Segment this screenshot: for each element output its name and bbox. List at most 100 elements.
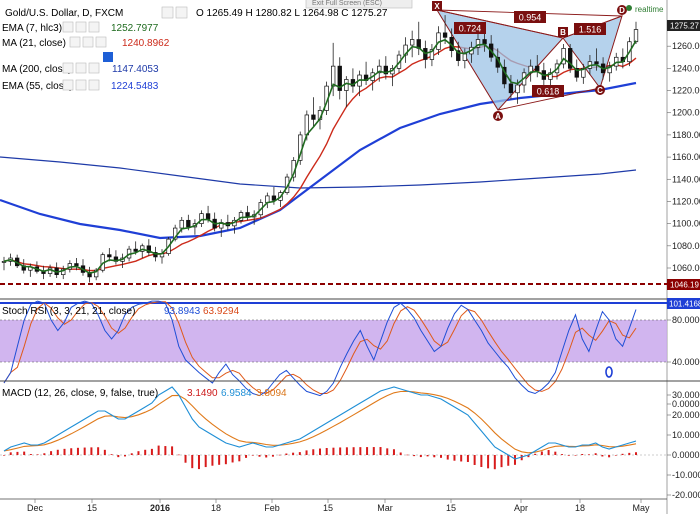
macd-hist-bar	[224, 455, 227, 465]
time-tick-label[interactable]: Apr	[514, 503, 528, 513]
macd-hist-bar	[379, 447, 382, 455]
harmonic-ratio-label: 1.516	[579, 25, 602, 35]
macd-hist-bar	[614, 455, 617, 456]
macd-hist-bar	[191, 455, 194, 469]
macd-hist-bar	[63, 448, 66, 455]
macd-lines	[3, 386, 637, 460]
candle-body	[442, 32, 448, 38]
support-price-tag-text: 1046.19	[670, 281, 699, 290]
harmonic-xb-line	[436, 9, 564, 39]
macd-hist-bar	[547, 450, 550, 455]
legend-remove-button[interactable]	[88, 62, 100, 74]
legend-eye-button[interactable]	[62, 79, 74, 91]
legend-settings-button[interactable]	[75, 62, 87, 74]
macd-tick-label: 30.0000	[672, 390, 700, 400]
price-scale[interactable]	[667, 0, 700, 514]
exit-fullscreen-text[interactable]: Exit Full Screen (ESC)	[312, 0, 382, 7]
macd-hist-bar	[124, 455, 127, 457]
macd-hist-bar	[561, 454, 564, 455]
legend-settings-button[interactable]	[75, 21, 87, 33]
time-tick-label[interactable]: Mar	[377, 503, 393, 513]
candle-body	[515, 84, 520, 94]
time-tick-label[interactable]: Feb	[264, 503, 280, 513]
header-btn-1[interactable]	[161, 6, 174, 19]
legend-value: 1224.5483	[111, 81, 159, 92]
header-btn-2[interactable]	[175, 6, 188, 19]
macd-pane	[0, 386, 667, 470]
realtime-dot	[626, 5, 632, 11]
candle-body	[633, 29, 639, 43]
support-price-tag	[667, 279, 700, 290]
macd-hist-bar	[493, 455, 496, 470]
rsi-lines	[3, 300, 637, 397]
macd-hist-bar	[487, 455, 490, 469]
legend-eye-button[interactable]	[62, 21, 74, 33]
time-tick-label[interactable]: 18	[211, 503, 221, 513]
macd-hist-bar	[332, 447, 335, 455]
candle-body	[508, 83, 514, 94]
time-tick-label[interactable]: 15	[87, 503, 97, 513]
rsi-label[interactable]: Stoch RSI (3, 3, 21, 21, close)	[2, 306, 135, 317]
harmonic-ratio-label: 0.724	[459, 24, 482, 34]
exit-fullscreen-bar[interactable]	[305, 0, 413, 9]
macd-hist-bar	[29, 454, 32, 455]
macd-hist-bar	[601, 455, 604, 457]
macd-hist-bar	[150, 448, 153, 455]
legend-remove-button[interactable]	[88, 21, 100, 33]
price-tick-label: 1060.0000	[672, 263, 700, 273]
time-tick-label[interactable]: 2016	[150, 503, 170, 513]
macd-hist-bar	[278, 454, 281, 456]
rsi-axis: 80.0000 40.0000 0.0000	[667, 315, 700, 409]
macd-hist-bar	[298, 452, 301, 455]
legend-settings-button[interactable]	[75, 79, 87, 91]
macd-hist-bar	[513, 455, 516, 465]
chart-settings-icon[interactable]	[103, 52, 113, 62]
harmonic-labels: X A B C D 0.954 0.724 1.516 0.618	[432, 1, 627, 121]
legend-label[interactable]: MA (21, close)	[2, 38, 66, 49]
macd-hist-bar	[265, 455, 268, 458]
macd-hist-bar	[446, 455, 449, 460]
current-price-tag-text: 1275.27	[670, 22, 699, 31]
harmonic-ratio-box	[574, 23, 606, 35]
time-tick-label[interactable]: Dec	[27, 503, 44, 513]
legend-remove-button[interactable]	[88, 79, 100, 91]
macd-hist-bar	[345, 447, 348, 455]
time-tick-label[interactable]: 15	[323, 503, 333, 513]
legend-settings-button[interactable]	[82, 36, 94, 48]
macd-hist-bar	[466, 455, 469, 462]
legend-label[interactable]: EMA (7, hlc3)	[2, 23, 62, 34]
rsi-k-line	[3, 300, 637, 397]
price-tick-label: 1240.0000	[672, 63, 700, 73]
macd-line	[3, 386, 637, 460]
rsi-tick-label: 80.0000	[672, 315, 700, 325]
candle-body	[568, 48, 573, 69]
macd-hist-bar	[628, 452, 631, 455]
time-tick-label[interactable]: 18	[575, 503, 585, 513]
time-tick-label[interactable]: May	[632, 503, 650, 513]
candle-body	[173, 227, 178, 240]
candle-body	[179, 219, 184, 229]
macd-label[interactable]: MACD (12, 26, close, 9, false, true)	[2, 388, 158, 399]
macd-hist-bar	[137, 451, 140, 455]
price-tick-label: 1180.0000	[672, 130, 700, 140]
macd-hist-bar	[507, 455, 510, 466]
legend-label[interactable]: MA (200, close)	[2, 64, 71, 75]
ema7-line	[3, 38, 637, 275]
macd-hist-bar	[453, 455, 456, 461]
stoch-rsi-pane	[0, 300, 667, 397]
price-tick-label: 1080.0000	[672, 241, 700, 251]
macd-hist-bar	[70, 448, 73, 455]
time-tick-label[interactable]: 15	[446, 503, 456, 513]
macd-hist-bar	[554, 451, 557, 455]
legend-label[interactable]: EMA (55, close)	[2, 81, 73, 92]
legend-eye-button[interactable]	[62, 62, 74, 74]
macd-hist-bar	[90, 447, 93, 455]
symbol-title[interactable]: Gold/U.S. Dollar, D, FXCM	[5, 8, 123, 19]
candle-body	[594, 61, 599, 65]
time-axis[interactable]: Dec 15 2016 18 Feb 15 Mar 15 Apr 18 May	[27, 499, 650, 513]
candle-body	[337, 65, 342, 91]
legend-eye-button[interactable]	[69, 36, 81, 48]
legend-remove-button[interactable]	[95, 36, 107, 48]
candle-body	[238, 212, 244, 221]
macd-hist-bar	[325, 448, 328, 455]
